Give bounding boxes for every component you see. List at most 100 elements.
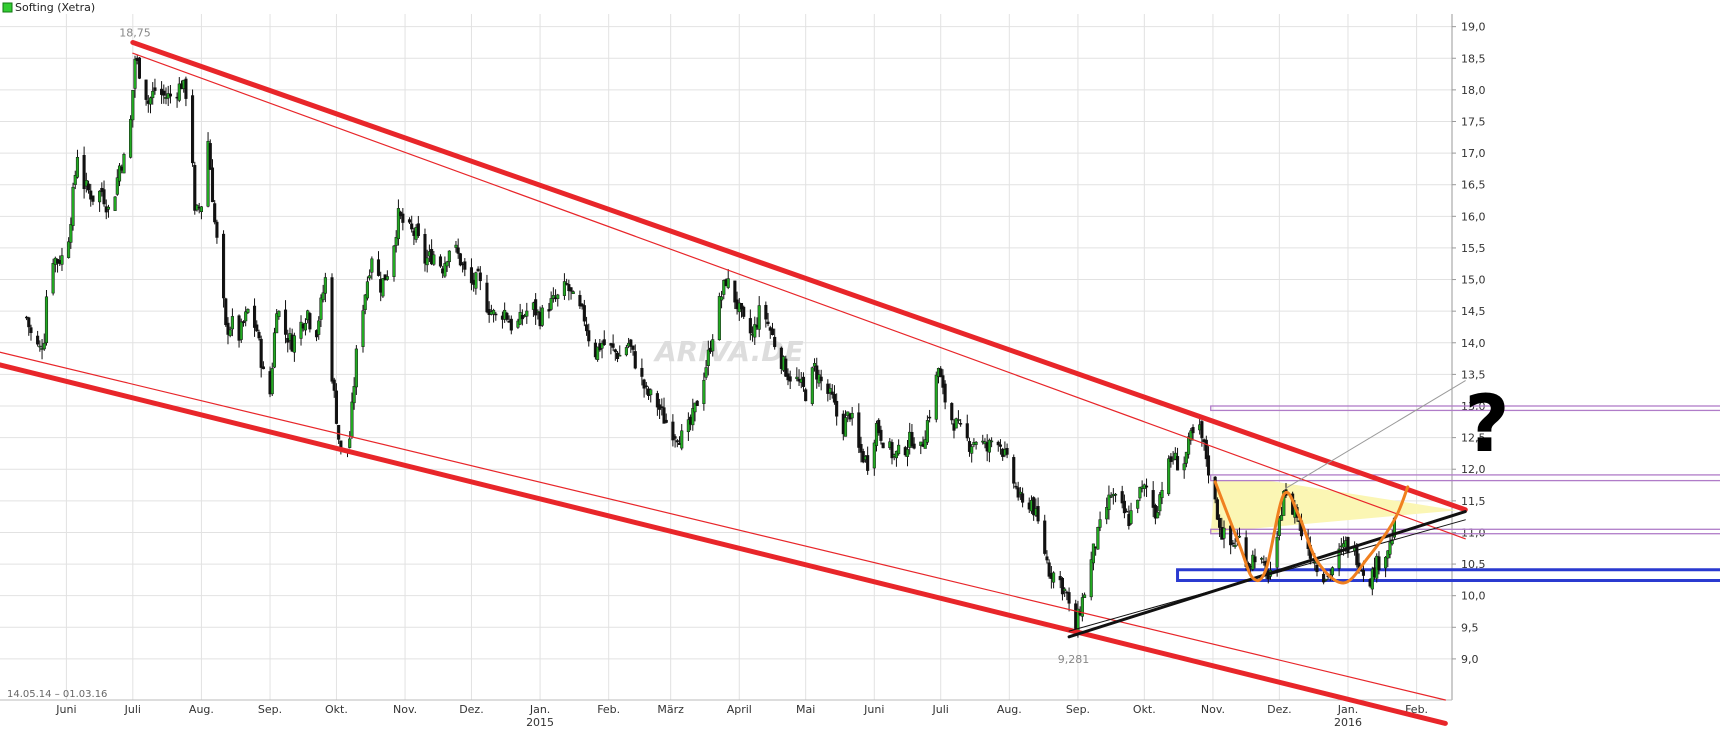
candle-up bbox=[1167, 458, 1171, 495]
candle-down bbox=[1361, 569, 1366, 576]
question-mark: ? bbox=[1464, 380, 1509, 470]
candle-down bbox=[655, 393, 659, 408]
candle-up bbox=[299, 321, 303, 339]
candle-down bbox=[410, 223, 414, 230]
candle-up bbox=[445, 261, 449, 267]
candle-down bbox=[773, 336, 777, 348]
candle-up bbox=[131, 90, 135, 121]
candle-down bbox=[602, 339, 606, 345]
x-tick-label: Nov. bbox=[1201, 703, 1225, 716]
candle-up bbox=[352, 386, 356, 404]
candle-up bbox=[726, 278, 730, 288]
candle-down bbox=[1144, 485, 1149, 488]
channel-upper-inner-line bbox=[132, 52, 1466, 540]
x-tick-label: Sep. bbox=[258, 703, 282, 716]
resistance-zone-11-0 bbox=[1210, 528, 1720, 535]
candle-up bbox=[919, 441, 923, 446]
support-zone-10-3 bbox=[1176, 568, 1720, 583]
candle-up bbox=[199, 206, 203, 212]
candle-up bbox=[1189, 430, 1193, 441]
candle-up bbox=[381, 278, 385, 297]
candle-up bbox=[303, 322, 308, 331]
candle-down bbox=[582, 305, 586, 322]
candle-up bbox=[1138, 486, 1142, 499]
candle-down bbox=[215, 221, 219, 238]
candle-up bbox=[51, 263, 55, 294]
y-tick-label: 11,5 bbox=[1461, 495, 1486, 508]
candle-up bbox=[925, 420, 929, 443]
candle-up bbox=[454, 244, 458, 248]
x-tick-label: Dez. bbox=[459, 703, 484, 716]
candle-down bbox=[509, 318, 513, 331]
candle-up bbox=[1160, 490, 1164, 499]
candle-up bbox=[492, 309, 496, 315]
candle-down bbox=[569, 287, 573, 292]
candle-up bbox=[1089, 559, 1093, 598]
candle-down bbox=[928, 416, 932, 419]
candle-down bbox=[835, 400, 839, 417]
candle-down bbox=[879, 429, 883, 441]
candle-down bbox=[859, 443, 863, 453]
candle-down bbox=[1218, 517, 1222, 528]
candle-down bbox=[631, 345, 635, 350]
box-layer bbox=[1176, 405, 1720, 583]
x-tick-label: Juni bbox=[863, 703, 884, 716]
candle-up bbox=[1260, 558, 1264, 560]
candle-down bbox=[208, 143, 212, 170]
candle-down bbox=[1153, 505, 1157, 519]
candle-down bbox=[1315, 565, 1319, 573]
candle-up bbox=[1275, 536, 1279, 568]
label-layer: 18,75 9,281 bbox=[119, 26, 1089, 666]
candle-up bbox=[1384, 556, 1388, 569]
candle-down bbox=[611, 343, 615, 348]
candle-up bbox=[447, 250, 451, 263]
y-tick-label: 11,0 bbox=[1461, 526, 1486, 539]
candle-up bbox=[1330, 567, 1335, 576]
candle-down bbox=[494, 313, 498, 316]
candle-up bbox=[443, 263, 447, 277]
candle-down bbox=[478, 272, 482, 282]
candle-down bbox=[662, 407, 666, 424]
candle-up bbox=[1388, 541, 1392, 555]
candle-up bbox=[894, 450, 898, 459]
candle-up bbox=[795, 376, 799, 380]
candle-down bbox=[764, 304, 768, 320]
candle-up bbox=[1129, 510, 1133, 524]
candle-down bbox=[193, 165, 197, 211]
candle-up bbox=[1251, 554, 1255, 570]
candle-up bbox=[272, 332, 277, 368]
uptrend-inner-line bbox=[1068, 519, 1466, 632]
watermark-text: ARIVA.DE bbox=[653, 335, 804, 368]
candle-down bbox=[578, 295, 582, 307]
candle-up bbox=[551, 295, 555, 299]
candle-up bbox=[987, 439, 991, 453]
candle-up bbox=[680, 430, 684, 449]
candle-down bbox=[629, 339, 633, 347]
x-tick-label: Aug. bbox=[997, 703, 1022, 716]
candle-down bbox=[965, 423, 969, 439]
candle-up bbox=[317, 320, 321, 335]
candle-down bbox=[1206, 455, 1211, 476]
candle-up bbox=[1136, 499, 1140, 509]
uptrend-upper-line bbox=[1285, 380, 1466, 489]
candle-up bbox=[1052, 572, 1056, 583]
candle-up bbox=[757, 305, 761, 330]
candle-up bbox=[874, 423, 879, 446]
candle-up bbox=[1370, 568, 1374, 590]
y-tick-label: 17,5 bbox=[1461, 115, 1486, 128]
candle-up bbox=[148, 97, 153, 105]
candle-up bbox=[363, 294, 367, 310]
candle-down bbox=[1005, 448, 1009, 455]
candle-up bbox=[392, 245, 396, 277]
candle-up bbox=[230, 316, 234, 330]
x-tick-label: Juli bbox=[932, 703, 949, 716]
channel-lower-line bbox=[0, 362, 1448, 726]
candle-up bbox=[292, 335, 296, 353]
candle-down bbox=[1355, 545, 1359, 566]
candle-down bbox=[910, 432, 914, 447]
candle-up bbox=[350, 401, 354, 437]
watermark: ARIVA.DE bbox=[653, 335, 804, 368]
candle-up bbox=[649, 389, 653, 396]
candle-down bbox=[1060, 577, 1064, 595]
